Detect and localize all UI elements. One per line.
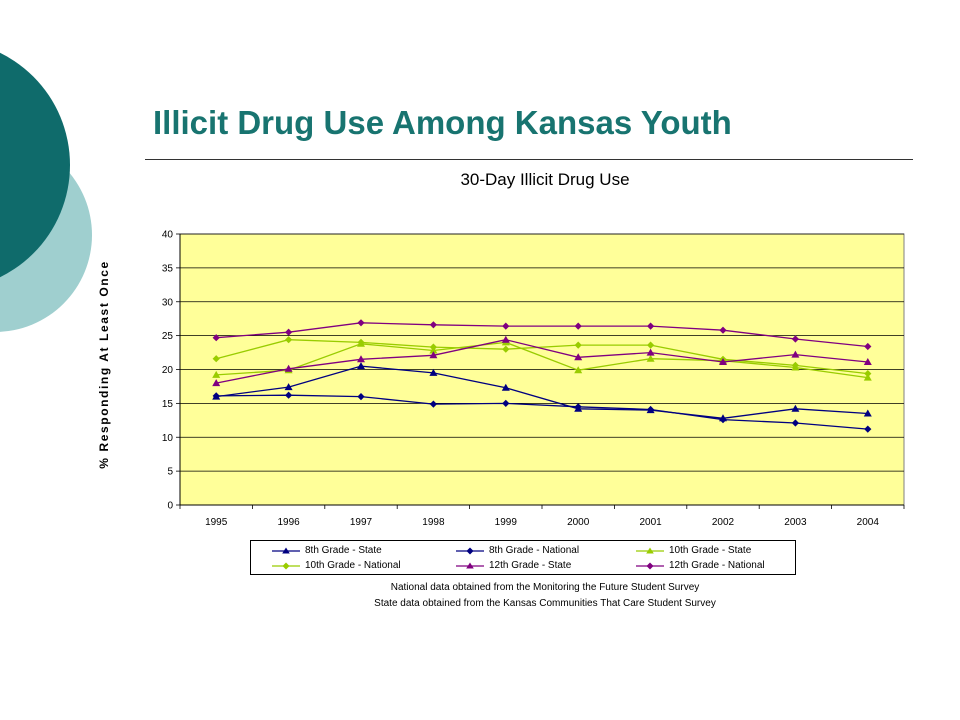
data-point bbox=[719, 326, 727, 334]
data-point bbox=[502, 399, 510, 407]
legend-label: 10th Grade - State bbox=[669, 545, 752, 556]
data-point bbox=[574, 353, 583, 361]
data-point bbox=[212, 370, 221, 378]
data-point bbox=[864, 342, 872, 351]
data-point bbox=[285, 336, 293, 344]
data-point bbox=[429, 343, 437, 351]
y-tick-label: 40 bbox=[162, 230, 174, 241]
data-point bbox=[574, 322, 582, 330]
legend-item: 12th Grade - National bbox=[635, 558, 765, 573]
series-line bbox=[216, 341, 868, 379]
chart-legend: 8th Grade - State 8th Grade - National 1… bbox=[250, 540, 796, 575]
data-point bbox=[646, 354, 655, 362]
data-point bbox=[791, 404, 800, 412]
legend-item: 8th Grade - National bbox=[455, 543, 579, 558]
chart-title: 30-Day Illicit Drug Use bbox=[460, 170, 630, 189]
x-tick-label: 2000 bbox=[567, 517, 590, 528]
data-point bbox=[791, 335, 799, 343]
series-line bbox=[216, 339, 868, 384]
data-point bbox=[791, 419, 799, 427]
data-point bbox=[357, 319, 365, 327]
series-line bbox=[216, 365, 868, 419]
data-point bbox=[501, 335, 510, 343]
source-note-national: National data obtained from the Monitori… bbox=[390, 582, 700, 593]
y-tick-label: 10 bbox=[162, 433, 174, 444]
series-group bbox=[212, 391, 872, 433]
data-point bbox=[212, 355, 220, 363]
data-point bbox=[647, 341, 655, 349]
data-point bbox=[284, 383, 293, 391]
y-tick-label: 20 bbox=[162, 365, 174, 376]
data-point bbox=[284, 364, 293, 372]
x-tick-label: 2001 bbox=[639, 517, 662, 528]
legend-label: 12th Grade - National bbox=[669, 560, 765, 571]
data-point bbox=[429, 368, 438, 376]
y-axis-title: % Responding At Least Once bbox=[97, 260, 111, 469]
data-point bbox=[357, 338, 365, 346]
data-point bbox=[574, 366, 583, 374]
data-point bbox=[791, 361, 799, 369]
data-point bbox=[429, 351, 438, 359]
legend-label: 10th Grade - National bbox=[305, 560, 401, 571]
data-point bbox=[574, 403, 582, 411]
source-note-state: State data obtained from the Kansas Comm… bbox=[374, 598, 716, 609]
y-tick-label: 0 bbox=[167, 501, 173, 512]
x-tick-label: 2002 bbox=[712, 517, 735, 528]
data-point bbox=[791, 350, 800, 358]
data-point bbox=[502, 322, 510, 330]
x-tick-label: 1995 bbox=[205, 517, 228, 528]
data-point bbox=[574, 341, 582, 349]
x-tick-label: 2004 bbox=[857, 517, 880, 528]
legend-item: 10th Grade - State bbox=[635, 543, 751, 558]
x-tick-label: 1996 bbox=[277, 517, 300, 528]
data-point bbox=[285, 391, 293, 399]
legend-item: 12th Grade - State bbox=[455, 558, 571, 573]
data-point bbox=[719, 358, 727, 365]
data-point bbox=[864, 370, 872, 378]
data-point bbox=[863, 358, 872, 365]
series-group bbox=[212, 319, 872, 351]
y-tick-label: 5 bbox=[167, 467, 173, 478]
data-point bbox=[357, 355, 365, 363]
data-point bbox=[864, 425, 872, 433]
data-point bbox=[502, 345, 510, 353]
series-line bbox=[216, 339, 868, 375]
data-point bbox=[285, 328, 293, 336]
x-tick-label: 1997 bbox=[350, 517, 373, 528]
x-tick-label: 1998 bbox=[422, 517, 445, 528]
data-point bbox=[212, 392, 220, 400]
legend-label: 8th Grade - State bbox=[305, 545, 382, 556]
y-tick-label: 15 bbox=[162, 399, 174, 410]
x-tick-label: 2003 bbox=[784, 517, 807, 528]
series-group bbox=[212, 362, 872, 422]
y-tick-label: 25 bbox=[162, 331, 174, 342]
data-point bbox=[357, 362, 365, 370]
y-tick-label: 35 bbox=[162, 263, 174, 274]
legend-label: 12th Grade - State bbox=[489, 560, 572, 571]
data-point bbox=[501, 383, 510, 391]
series-group bbox=[212, 335, 872, 387]
data-point bbox=[429, 400, 437, 408]
x-tick-label: 1999 bbox=[495, 517, 518, 528]
data-point bbox=[212, 334, 220, 342]
decor-dark-circle bbox=[0, 52, 70, 278]
data-point bbox=[863, 409, 872, 417]
title-divider bbox=[145, 159, 913, 160]
legend-label: 8th Grade - National bbox=[489, 545, 580, 556]
slide-title: Illicit Drug Use Among Kansas Youth bbox=[153, 104, 732, 141]
legend-item: 8th Grade - State bbox=[271, 543, 382, 558]
data-point bbox=[647, 405, 655, 414]
data-point bbox=[646, 348, 655, 356]
series-line bbox=[216, 394, 868, 430]
data-point bbox=[212, 379, 221, 387]
data-point bbox=[429, 321, 437, 329]
series-line bbox=[216, 322, 868, 348]
legend-item: 10th Grade - National bbox=[271, 558, 401, 573]
y-tick-label: 30 bbox=[162, 297, 174, 308]
data-point bbox=[647, 322, 655, 330]
data-point bbox=[719, 416, 727, 424]
data-point bbox=[357, 393, 365, 401]
